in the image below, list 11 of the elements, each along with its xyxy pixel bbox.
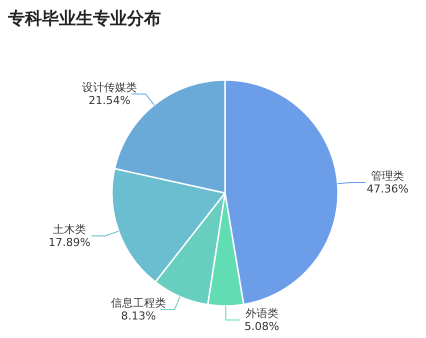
data-label: 8.13% [121, 310, 156, 323]
slice-label: 外语类 [245, 306, 278, 320]
chart-title: 专科毕业生专业分布 [7, 9, 161, 29]
data-label: 21.54% [88, 94, 130, 107]
data-label: 47.36% [366, 182, 409, 196]
data-label: 17.89% [48, 236, 90, 249]
slice-label: 信息工程类 [111, 296, 166, 310]
data-label: 5.08% [244, 320, 280, 333]
slice-label: 土木类 [52, 222, 86, 236]
slice-label: 设计传媒类 [82, 80, 137, 94]
slice-label: 管理类 [371, 169, 404, 182]
